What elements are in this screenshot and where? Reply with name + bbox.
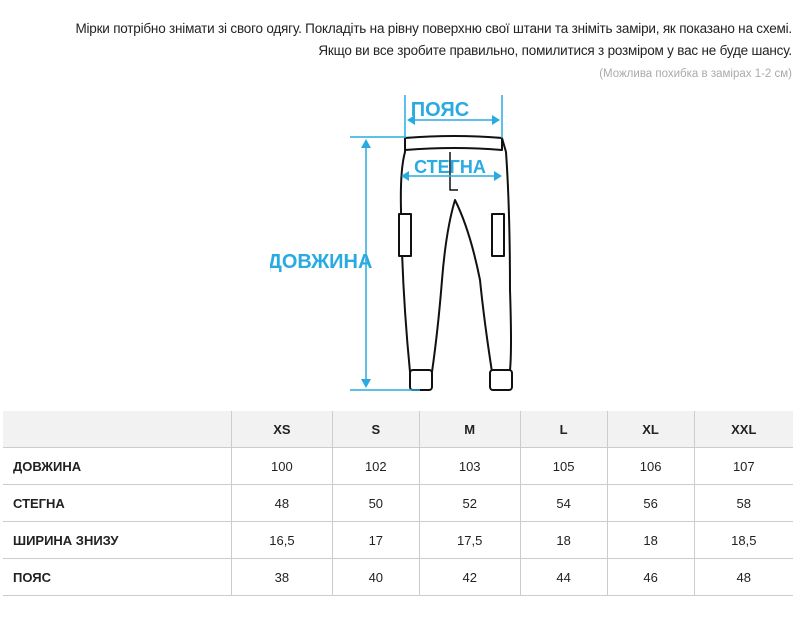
intro-text: Мірки потрібно знімати зі свого одягу. П… — [75, 18, 792, 62]
table-cell: 17 — [331, 521, 420, 559]
header-corner — [3, 411, 232, 448]
table-row: ПОЯС 38 40 42 44 46 48 — [3, 558, 793, 596]
header-size: XXL — [693, 411, 793, 448]
table-cell: 58 — [693, 484, 793, 522]
length-label: ДОВЖИНА — [270, 251, 372, 273]
table-cell: 48 — [693, 558, 793, 596]
table-cell: 16,5 — [231, 521, 333, 559]
measurement-note: (Можлива похибка в замірах 1-2 см) — [599, 68, 792, 80]
table-cell: 56 — [606, 484, 695, 522]
table-header-row: XS S M L XL XXL — [3, 411, 793, 448]
table-cell: 46 — [606, 558, 695, 596]
header-size: XL — [606, 411, 695, 448]
measurement-lines — [350, 95, 503, 391]
table-cell: 18,5 — [693, 521, 793, 559]
table-row: СТЕГНА 48 50 52 54 56 58 — [3, 484, 793, 522]
table-cell: 102 — [331, 447, 420, 485]
header-size: XS — [231, 411, 333, 448]
waist-label: ПОЯС — [411, 99, 470, 121]
table-cell: 50 — [331, 484, 420, 522]
table-cell: 17,5 — [418, 521, 521, 559]
table-cell: 18 — [519, 521, 608, 559]
table-cell: 38 — [231, 558, 333, 596]
table-row: ДОВЖИНА 100 102 103 105 106 107 — [3, 447, 793, 485]
row-label: ПОЯС — [3, 558, 232, 596]
table-cell: 48 — [231, 484, 333, 522]
pants-measurement-diagram: ПОЯС СТЕГНА ДОВЖИНА — [270, 95, 513, 391]
table-cell: 100 — [231, 447, 333, 485]
header-size: L — [519, 411, 608, 448]
table-cell: 52 — [418, 484, 521, 522]
intro-line-1: Мірки потрібно знімати зі свого одягу. П… — [75, 21, 792, 36]
table-cell: 40 — [331, 558, 420, 596]
row-label: ШИРИНА ЗНИЗУ — [3, 521, 232, 559]
size-table: XS S M L XL XXL ДОВЖИНА 100 102 103 105 106 10… — [3, 411, 793, 596]
table-cell: 103 — [418, 447, 521, 485]
row-label: СТЕГНА — [3, 484, 232, 522]
intro-line-2: Якщо ви все зробите правильно, помилитис… — [318, 43, 792, 58]
row-label: ДОВЖИНА — [3, 447, 232, 485]
table-cell: 18 — [606, 521, 695, 559]
table-row: ШИРИНА ЗНИЗУ 16,5 17 17,5 18 18 18,5 — [3, 521, 793, 559]
pants-illustration — [398, 135, 513, 391]
table-cell: 106 — [606, 447, 695, 485]
table-cell: 54 — [519, 484, 608, 522]
hips-label: СТЕГНА — [414, 157, 486, 177]
table-cell: 42 — [418, 558, 521, 596]
table-cell: 44 — [519, 558, 608, 596]
table-cell: 105 — [519, 447, 608, 485]
header-size: S — [331, 411, 420, 448]
table-cell: 107 — [693, 447, 793, 485]
header-size: M — [418, 411, 521, 448]
